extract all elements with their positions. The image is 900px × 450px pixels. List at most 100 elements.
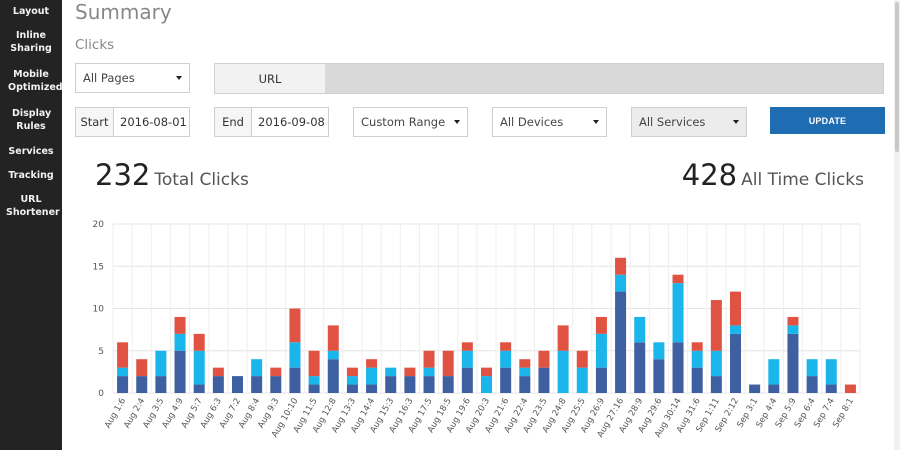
bar-segment[interactable] bbox=[327, 325, 339, 351]
bar-segment[interactable] bbox=[749, 384, 761, 393]
bar-segment[interactable] bbox=[595, 316, 607, 334]
bar-segment[interactable] bbox=[806, 376, 818, 393]
bar-segment[interactable] bbox=[787, 325, 799, 334]
bar-segment[interactable] bbox=[672, 342, 684, 393]
sidebar-item-layout[interactable]: Layout bbox=[12, 6, 50, 17]
bar-segment[interactable] bbox=[844, 384, 856, 393]
bar-segment[interactable] bbox=[461, 342, 473, 351]
bar-segment[interactable] bbox=[615, 291, 627, 393]
bar-segment[interactable] bbox=[710, 376, 722, 393]
bar-segment[interactable] bbox=[481, 376, 492, 393]
bar-segment[interactable] bbox=[768, 359, 780, 385]
bar-segment[interactable] bbox=[576, 350, 588, 368]
sidebar-item-inline-sharing[interactable]: Inline Sharing bbox=[10, 30, 52, 54]
bar-segment[interactable] bbox=[710, 300, 722, 351]
bar-segment[interactable] bbox=[787, 333, 799, 393]
bar-segment[interactable] bbox=[557, 325, 569, 351]
pages-select[interactable]: All Pages bbox=[75, 63, 190, 93]
scrollbar-thumb[interactable] bbox=[895, 2, 899, 152]
bar-segment[interactable] bbox=[174, 316, 186, 334]
bar-segment[interactable] bbox=[270, 376, 282, 393]
bar-segment[interactable] bbox=[251, 376, 263, 393]
bar-segment[interactable] bbox=[308, 350, 320, 377]
bar-segment[interactable] bbox=[251, 359, 263, 377]
bar-segment[interactable] bbox=[595, 333, 607, 368]
bar-segment[interactable] bbox=[615, 274, 627, 292]
bar-segment[interactable] bbox=[691, 342, 703, 351]
sidebar-item-services[interactable]: Services bbox=[8, 146, 54, 157]
bar-segment[interactable] bbox=[327, 359, 339, 393]
bar-segment[interactable] bbox=[289, 367, 301, 393]
bar-segment[interactable] bbox=[825, 384, 837, 393]
bar-segment[interactable] bbox=[193, 350, 205, 385]
end-date-input[interactable]: 2016-09-08 bbox=[252, 107, 329, 137]
bar-segment[interactable] bbox=[653, 342, 665, 360]
bar-segment[interactable] bbox=[500, 367, 512, 393]
bar-segment[interactable] bbox=[672, 283, 684, 343]
bar-segment[interactable] bbox=[346, 376, 358, 385]
bar-segment[interactable] bbox=[825, 359, 837, 385]
bar-segment[interactable] bbox=[461, 367, 473, 393]
bar-segment[interactable] bbox=[423, 350, 435, 368]
bar-segment[interactable] bbox=[155, 350, 167, 377]
bar-segment[interactable] bbox=[653, 359, 665, 393]
bar-segment[interactable] bbox=[576, 367, 588, 393]
bar-segment[interactable] bbox=[615, 257, 627, 275]
scrollbar[interactable] bbox=[894, 0, 900, 450]
bar-segment[interactable] bbox=[595, 367, 607, 393]
bar-segment[interactable] bbox=[289, 308, 301, 343]
bar-segment[interactable] bbox=[500, 350, 512, 368]
bar-segment[interactable] bbox=[232, 376, 243, 393]
sidebar-item-url-shortener[interactable]: URL Shortener bbox=[6, 194, 60, 218]
bar-segment[interactable] bbox=[710, 350, 722, 377]
bar-segment[interactable] bbox=[423, 376, 435, 393]
update-button[interactable]: UPDATE bbox=[770, 107, 885, 134]
bar-segment[interactable] bbox=[136, 376, 148, 393]
bar-segment[interactable] bbox=[691, 350, 703, 368]
bar-segment[interactable] bbox=[557, 350, 569, 393]
bar-segment[interactable] bbox=[481, 367, 492, 377]
bar-segment[interactable] bbox=[385, 376, 397, 393]
bar-segment[interactable] bbox=[730, 291, 741, 326]
bar-segment[interactable] bbox=[519, 359, 531, 368]
bar-segment[interactable] bbox=[385, 367, 397, 377]
bar-segment[interactable] bbox=[806, 359, 818, 377]
sidebar-item-mobile-optimized[interactable]: Mobile Optimized bbox=[8, 69, 63, 93]
bar-segment[interactable] bbox=[174, 333, 186, 351]
bar-segment[interactable] bbox=[136, 359, 148, 377]
bar-segment[interactable] bbox=[117, 376, 129, 393]
bar-segment[interactable] bbox=[193, 384, 205, 393]
bar-segment[interactable] bbox=[538, 367, 550, 393]
bar-segment[interactable] bbox=[193, 333, 205, 351]
bar-segment[interactable] bbox=[442, 350, 454, 377]
bar-segment[interactable] bbox=[768, 384, 780, 393]
bar-segment[interactable] bbox=[442, 376, 454, 393]
bar-segment[interactable] bbox=[519, 376, 531, 393]
start-date-input[interactable]: 2016-08-01 bbox=[114, 107, 190, 137]
bar-segment[interactable] bbox=[270, 367, 282, 377]
bar-segment[interactable] bbox=[404, 376, 416, 393]
bar-segment[interactable] bbox=[212, 376, 224, 393]
devices-select[interactable]: All Devices bbox=[492, 107, 607, 137]
bar-segment[interactable] bbox=[500, 342, 512, 351]
bar-segment[interactable] bbox=[366, 359, 378, 368]
bar-segment[interactable] bbox=[730, 333, 741, 393]
bar-segment[interactable] bbox=[346, 384, 358, 393]
bar-segment[interactable] bbox=[346, 367, 358, 377]
sidebar-item-tracking[interactable]: Tracking bbox=[8, 170, 54, 181]
bar-segment[interactable] bbox=[366, 384, 378, 393]
bar-segment[interactable] bbox=[634, 316, 646, 343]
bar-segment[interactable] bbox=[366, 367, 378, 385]
bar-segment[interactable] bbox=[155, 376, 167, 393]
services-select[interactable]: All Services bbox=[631, 107, 747, 137]
bar-segment[interactable] bbox=[730, 325, 741, 334]
range-select[interactable]: Custom Range (Pr bbox=[353, 107, 468, 137]
bar-segment[interactable] bbox=[691, 367, 703, 393]
bar-segment[interactable] bbox=[327, 350, 339, 360]
bar-segment[interactable] bbox=[308, 384, 320, 393]
bar-segment[interactable] bbox=[538, 350, 550, 368]
url-input[interactable] bbox=[325, 63, 884, 94]
bar-segment[interactable] bbox=[404, 367, 416, 377]
bar-segment[interactable] bbox=[423, 367, 435, 377]
bar-segment[interactable] bbox=[519, 367, 531, 377]
